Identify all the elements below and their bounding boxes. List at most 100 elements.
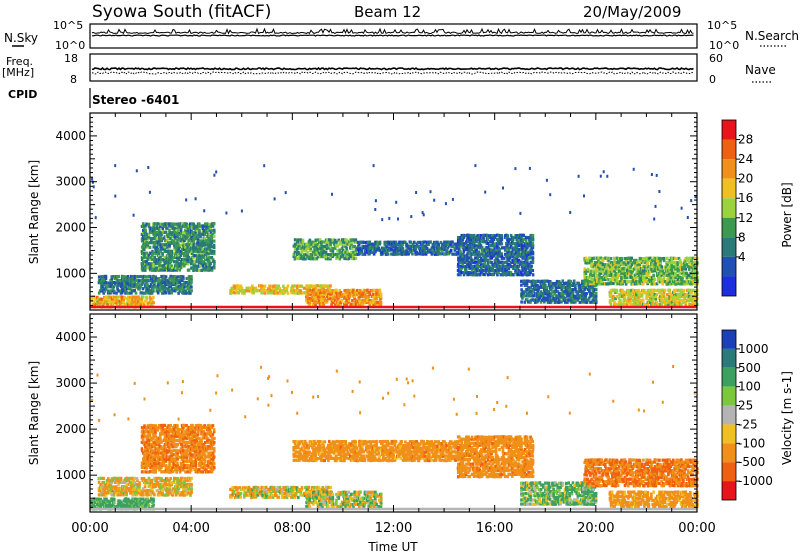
power-cell bbox=[367, 295, 370, 299]
velocity-cell bbox=[147, 446, 151, 451]
power-cell bbox=[545, 296, 548, 300]
power-cell bbox=[125, 283, 129, 287]
power-cell bbox=[629, 279, 632, 284]
power-cell bbox=[169, 283, 172, 287]
power-cell bbox=[177, 253, 180, 257]
power-cell bbox=[532, 290, 536, 294]
power-cell bbox=[527, 279, 530, 283]
power-cell bbox=[324, 290, 328, 294]
power-cell bbox=[593, 265, 597, 269]
power-cell bbox=[307, 242, 310, 246]
power-cell bbox=[151, 268, 154, 272]
power-cell bbox=[321, 296, 324, 300]
power-cell bbox=[202, 243, 206, 247]
power-cell bbox=[378, 299, 382, 303]
power-cell bbox=[486, 250, 490, 254]
power-cell bbox=[509, 233, 513, 238]
power-cell bbox=[523, 290, 527, 294]
velocity-cell bbox=[141, 428, 145, 432]
power-cell bbox=[202, 251, 206, 255]
power-cell bbox=[197, 268, 201, 272]
power-cell bbox=[248, 286, 252, 290]
power-cell bbox=[190, 228, 193, 232]
power-cell bbox=[620, 259, 623, 263]
power-cell bbox=[333, 302, 337, 306]
power-cell bbox=[161, 268, 165, 272]
power-cell bbox=[472, 235, 476, 239]
power-cell bbox=[628, 289, 631, 293]
power-cell bbox=[293, 257, 297, 261]
power-cell bbox=[187, 238, 191, 243]
power-cell bbox=[461, 238, 465, 242]
power-cell bbox=[626, 280, 630, 284]
power-cell bbox=[538, 285, 542, 289]
power-cell bbox=[478, 246, 482, 250]
power-cell bbox=[318, 238, 322, 242]
power-cell bbox=[153, 282, 156, 287]
power-cell bbox=[650, 173, 653, 176]
power-cell bbox=[175, 243, 178, 247]
power-cell bbox=[638, 293, 642, 297]
power-cell bbox=[155, 233, 159, 237]
power-cell bbox=[339, 291, 343, 295]
power-cell bbox=[610, 271, 613, 276]
power-cell bbox=[431, 244, 435, 248]
power-cell bbox=[502, 256, 506, 260]
power-cell bbox=[166, 258, 170, 262]
power-cell bbox=[678, 295, 682, 299]
power-cell bbox=[168, 253, 171, 257]
power-cell bbox=[245, 289, 248, 293]
power-cell bbox=[100, 283, 103, 287]
power-cell bbox=[208, 237, 212, 241]
power-cell bbox=[660, 273, 663, 277]
power-cell bbox=[300, 242, 304, 246]
power-cell bbox=[315, 294, 318, 298]
power-cell bbox=[623, 271, 627, 275]
power-cell bbox=[464, 264, 468, 269]
power-cell bbox=[141, 281, 145, 285]
power-cell bbox=[655, 282, 659, 286]
power-cell bbox=[457, 242, 461, 246]
power-cell bbox=[327, 284, 330, 288]
power-cell bbox=[531, 298, 535, 302]
power-cell bbox=[164, 262, 168, 266]
power-cell bbox=[299, 289, 303, 293]
power-cell bbox=[210, 229, 214, 233]
power-cell bbox=[592, 273, 596, 277]
power-cell bbox=[155, 251, 159, 255]
power-cell bbox=[355, 293, 359, 297]
power-cell bbox=[152, 262, 155, 266]
power-cell bbox=[617, 302, 621, 306]
noise-left-tick-bottom: 10^0 bbox=[55, 39, 85, 52]
power-cell bbox=[583, 274, 586, 278]
power-cell bbox=[689, 298, 692, 302]
power-cell bbox=[184, 289, 188, 293]
power-cell bbox=[153, 280, 156, 285]
power-cell bbox=[163, 247, 167, 251]
power-cell bbox=[520, 235, 523, 239]
power-cell bbox=[674, 257, 677, 261]
power-cell bbox=[237, 291, 240, 295]
power-cell bbox=[212, 252, 216, 256]
power-cell bbox=[169, 236, 172, 241]
power-colorbar-swatch bbox=[722, 198, 736, 218]
power-cell bbox=[653, 263, 656, 267]
power-cell bbox=[378, 288, 382, 292]
power-cell bbox=[183, 264, 186, 268]
power-colorbar-swatch bbox=[722, 256, 736, 277]
power-cell bbox=[549, 292, 553, 296]
power-cell bbox=[375, 296, 378, 300]
power-cell bbox=[172, 247, 176, 251]
power-cell bbox=[345, 290, 348, 294]
power-cell bbox=[316, 294, 320, 298]
power-cell bbox=[293, 291, 297, 295]
power-cell bbox=[638, 278, 641, 282]
power-cell bbox=[465, 242, 468, 246]
power-cell bbox=[507, 264, 511, 268]
velocity-cell bbox=[145, 426, 149, 430]
power-cell bbox=[683, 265, 686, 269]
power-cell bbox=[145, 297, 149, 301]
power-cell bbox=[133, 299, 137, 303]
power-cell bbox=[188, 260, 192, 264]
power-cell bbox=[239, 284, 243, 288]
